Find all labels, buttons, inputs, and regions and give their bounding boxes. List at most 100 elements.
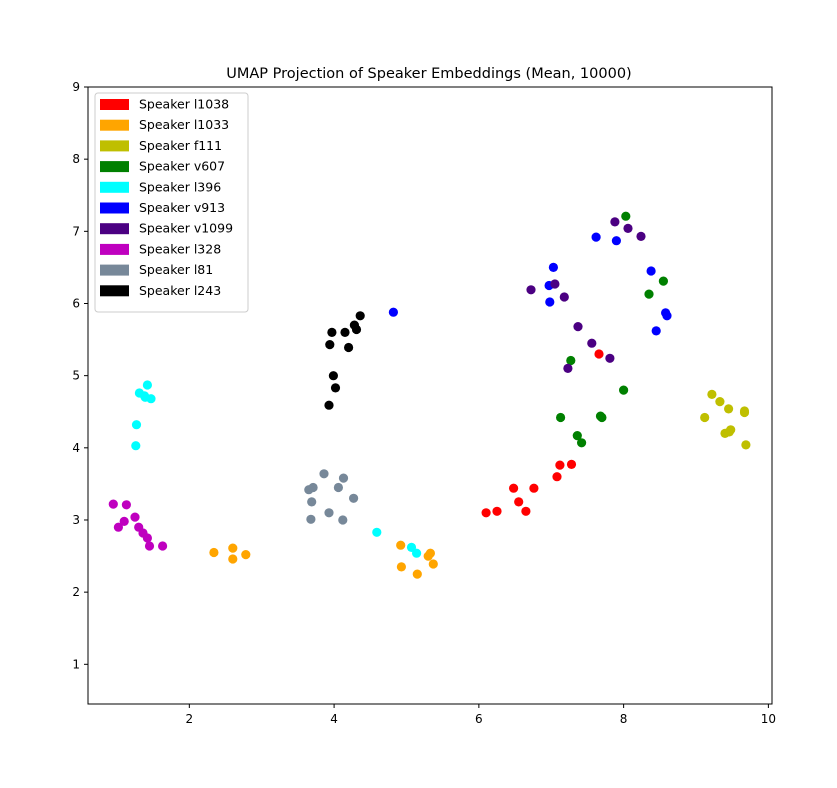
data-point <box>707 389 717 399</box>
legend-label: Speaker v607 <box>139 159 225 174</box>
legend-label: Speaker l81 <box>139 262 213 277</box>
data-point <box>605 353 615 363</box>
data-point <box>741 440 751 450</box>
data-point <box>662 311 672 321</box>
data-point <box>425 548 435 558</box>
data-point <box>396 540 406 550</box>
legend-swatch <box>100 161 129 173</box>
y-tick-label: 9 <box>72 80 80 94</box>
data-point <box>545 297 555 307</box>
y-tick-label: 5 <box>72 369 80 383</box>
data-point <box>724 404 734 414</box>
data-point <box>594 349 604 359</box>
data-point <box>481 508 491 518</box>
data-point <box>351 324 362 335</box>
data-point <box>636 231 646 241</box>
chart-title: UMAP Projection of Speaker Embeddings (M… <box>226 66 631 82</box>
data-point <box>559 292 569 302</box>
data-point <box>715 397 725 407</box>
data-point <box>739 407 750 418</box>
data-point <box>324 508 334 518</box>
data-point <box>307 497 317 507</box>
data-point <box>563 363 573 373</box>
data-point <box>372 527 382 537</box>
legend-label: Speaker v913 <box>139 200 225 215</box>
data-point <box>651 326 661 336</box>
x-tick-label: 6 <box>475 712 483 726</box>
data-point <box>591 232 601 242</box>
data-point <box>644 289 654 299</box>
data-point <box>548 262 559 272</box>
legend-swatch <box>100 99 129 110</box>
data-point <box>621 211 631 221</box>
data-point <box>121 500 131 510</box>
y-tick-label: 1 <box>72 657 80 671</box>
data-point <box>726 425 736 435</box>
legend-swatch <box>100 264 129 276</box>
data-point <box>550 279 560 289</box>
data-point <box>492 506 502 516</box>
data-point <box>388 307 398 317</box>
data-point <box>587 338 597 348</box>
x-tick-label: 4 <box>330 712 338 726</box>
legend-label: Speaker l396 <box>139 179 221 194</box>
data-point <box>340 327 350 337</box>
legend-swatch <box>100 181 129 193</box>
legend-swatch <box>100 285 129 297</box>
data-point <box>144 541 155 551</box>
data-point <box>566 355 576 366</box>
y-tick-label: 6 <box>72 296 80 310</box>
data-point <box>552 472 562 482</box>
legend-label: Speaker l243 <box>139 283 221 298</box>
data-point <box>325 340 335 350</box>
data-point <box>572 431 582 441</box>
data-point <box>119 516 129 527</box>
data-point <box>328 371 338 381</box>
legend-box <box>94 92 249 313</box>
data-point <box>338 473 349 483</box>
legend-label: Speaker l1038 <box>139 97 229 112</box>
data-point <box>658 276 669 286</box>
data-point <box>344 342 354 353</box>
y-tick-label: 4 <box>72 441 80 455</box>
data-point <box>646 266 656 276</box>
data-point <box>526 285 536 295</box>
data-point <box>130 512 140 522</box>
legend-label: Speaker v1099 <box>139 221 233 236</box>
data-point <box>324 400 334 410</box>
legend: Speaker l1038 Speaker l1033 Speaker f111 Sp… <box>94 92 249 313</box>
data-point <box>514 497 524 507</box>
legend-label: Speaker l1033 <box>139 117 229 132</box>
legend-label: Speaker f111 <box>139 138 222 153</box>
x-tick-label: 8 <box>620 712 628 726</box>
data-point <box>700 412 710 423</box>
data-point <box>521 506 531 516</box>
data-point <box>131 420 142 430</box>
data-point <box>577 438 587 448</box>
data-point <box>319 469 329 479</box>
data-point <box>333 482 343 493</box>
data-point <box>610 217 620 227</box>
y-tick-label: 8 <box>72 152 80 166</box>
data-point <box>327 327 337 337</box>
data-point <box>529 483 539 493</box>
legend-swatch <box>100 119 129 131</box>
data-point <box>355 311 365 321</box>
data-point <box>306 514 316 524</box>
legend-swatch <box>100 140 129 152</box>
data-point <box>142 533 152 543</box>
y-tick-label: 7 <box>72 224 80 238</box>
x-tick-label: 2 <box>186 712 194 726</box>
data-point <box>623 223 633 233</box>
data-point <box>619 385 629 395</box>
data-point <box>108 499 118 509</box>
data-point <box>241 550 251 560</box>
y-tick-label: 3 <box>72 513 80 527</box>
data-point <box>412 548 422 558</box>
plot-points <box>108 211 751 579</box>
data-point <box>308 482 318 493</box>
legend-label: Speaker l328 <box>139 241 221 256</box>
data-point <box>131 441 141 451</box>
